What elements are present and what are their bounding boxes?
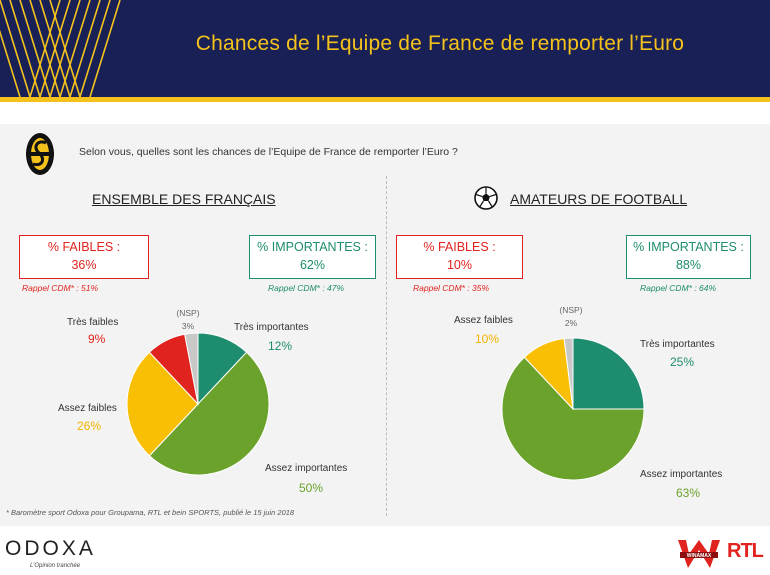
left-pie-slice-assez-faibles [126, 351, 199, 457]
right-importantes-label: % IMPORTANTES : [633, 240, 744, 254]
right-faibles-value: 10% [446, 258, 473, 272]
header-banner: Chances de l’Equipe de France de remport… [0, 0, 770, 97]
right-faibles-box: % FAIBLES : 10% [396, 235, 523, 279]
right-section-title: AMATEURS DE FOOTBALL [510, 191, 688, 207]
right-value-nsp: 2% [564, 318, 578, 328]
right-label-tres-importantes: Très importantes [640, 339, 715, 350]
winamax-logo-icon: WINAMAX [678, 540, 720, 568]
left-importantes-label: % IMPORTANTES : [257, 240, 368, 254]
section-divider [386, 176, 387, 516]
right-importantes-note: Rappel CDM* : 64% [640, 283, 717, 293]
right-value-assez-faibles: 10% [475, 332, 500, 346]
right-importantes-box: % IMPORTANTES : 88% [626, 235, 751, 279]
odoxa-badge-icon [26, 133, 54, 175]
left-importantes-value: 62% [299, 258, 326, 272]
left-nsp: (NSP) 3% [173, 307, 203, 333]
right-pie-slice-tr-s-importantes [572, 337, 645, 410]
left-importantes-note: Rappel CDM* : 47% [268, 283, 345, 293]
left-value-assez-faibles: 26% [77, 419, 102, 433]
left-faibles-box: % FAIBLES : 36% [19, 235, 149, 279]
left-importantes-box: % IMPORTANTES : 62% [249, 235, 376, 279]
right-importantes-value: 88% [675, 258, 702, 272]
right-pie-chart [501, 337, 645, 481]
football-icon [474, 186, 498, 210]
odoxa-tagline: L’Opinion tranchée [30, 563, 81, 569]
survey-question: Selon vous, quelles sont les chances de … [79, 146, 458, 158]
left-pie-chart [126, 332, 270, 476]
left-value-nsp: 3% [181, 321, 195, 331]
left-faibles-label: % FAIBLES : [47, 240, 121, 254]
page-title: Chances de l’Equipe de France de remport… [195, 32, 685, 55]
right-label-nsp: (NSP) [559, 305, 583, 315]
left-value-tres-importantes: 12% [268, 339, 293, 353]
left-faibles-note: Rappel CDM* : 51% [22, 283, 99, 293]
left-label-assez-importantes: Assez importantes [265, 463, 348, 474]
left-pie-slice-nsp [184, 332, 199, 405]
left-label-assez-faibles: Assez faibles [58, 403, 117, 414]
content-panel [0, 124, 770, 526]
left-pie-slice-assez-importantes [148, 351, 270, 476]
left-value-tres-faibles: 9% [88, 332, 106, 346]
left-label-nsp: (NSP) [176, 308, 200, 318]
left-section-title: ENSEMBLE DES FRANÇAIS [92, 191, 276, 207]
rtl-logo: RTL [727, 540, 764, 562]
odoxa-logo: ODOXA [5, 537, 96, 560]
right-pie-slice-assez-importantes [501, 356, 645, 481]
right-label-assez-importantes: Assez importantes [640, 469, 723, 480]
right-nsp: (NSP) 2% [556, 304, 586, 330]
left-label-tres-faibles: Très faibles [67, 317, 119, 328]
footnote: * Baromètre sport Odoxa pour Groupama, R… [6, 508, 295, 517]
svg-text:WINAMAX: WINAMAX [687, 553, 712, 559]
right-pie-slice-nsp [563, 337, 574, 410]
left-label-tres-importantes: Très importantes [234, 322, 309, 333]
header-stripe-pattern [0, 0, 121, 97]
left-value-assez-importantes: 50% [299, 481, 324, 495]
header-divider [0, 97, 770, 102]
left-faibles-value: 36% [71, 258, 97, 272]
right-value-assez-importantes: 63% [676, 486, 701, 500]
right-value-tres-importantes: 25% [670, 355, 695, 369]
right-faibles-label: % FAIBLES : [423, 240, 496, 254]
right-faibles-note: Rappel CDM* : 35% [413, 283, 490, 293]
right-label-assez-faibles: Assez faibles [454, 315, 513, 326]
